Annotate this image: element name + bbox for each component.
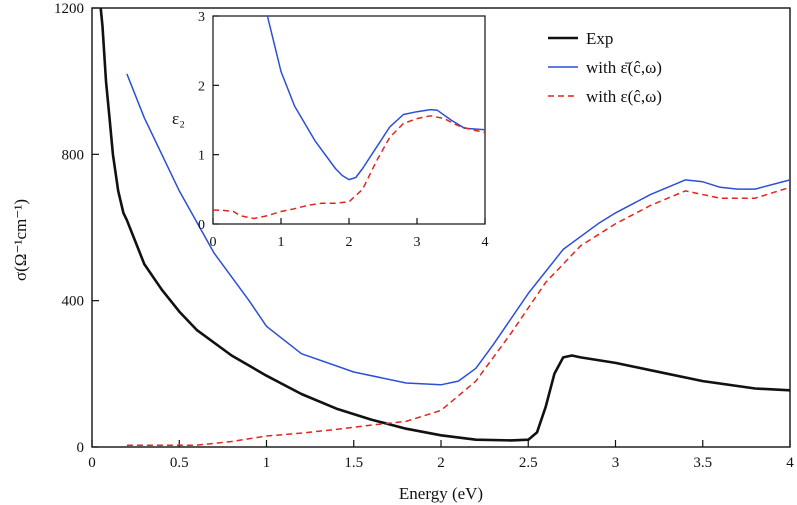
- main-series-1: [126, 73, 791, 386]
- main-y-tick-label: 1200: [54, 1, 84, 17]
- main-x-tick-label: 2: [437, 455, 445, 471]
- main-series-group: [99, 7, 791, 446]
- legend-label-eps-bar: with ε̄(ĉ,ω): [586, 58, 662, 77]
- inset-y-tick-label: 0: [198, 218, 205, 233]
- main-x-tick-label: 4: [786, 455, 794, 471]
- inset-x-tick-label: 4: [482, 235, 489, 250]
- main-x-tick-label: 3.5: [693, 455, 712, 471]
- inset-plot-frame: [212, 15, 486, 225]
- inset-y-tick-label: 2: [198, 79, 205, 94]
- inset-y-axis-title: ε₂: [172, 109, 185, 128]
- inset-y-tick-label: 3: [198, 10, 205, 25]
- main-series-0: [99, 7, 791, 442]
- inset-series-1: [213, 115, 486, 220]
- main-x-tick-label: 0: [88, 455, 96, 471]
- x-axis-title: Energy (eV): [399, 484, 483, 503]
- main-x-tick-label: 1.5: [344, 455, 363, 471]
- legend: Exp with ε̄(ĉ,ω) with ε(ĉ,ω): [548, 29, 662, 106]
- legend-label-exp: Exp: [586, 29, 613, 48]
- inset-x-tick-label: 3: [414, 235, 421, 250]
- y-axis-title: σ(Ω⁻¹cm⁻¹): [11, 199, 30, 281]
- inset-axis-ticks: 0 1 2 3 4 0 1 2 3: [198, 10, 489, 250]
- inset-series-0: [266, 15, 486, 181]
- main-y-tick-label: 400: [62, 294, 85, 310]
- inset-x-tick-label: 2: [346, 235, 353, 250]
- inset-y-tick-label: 1: [198, 149, 205, 164]
- main-x-tick-label: 0.5: [170, 455, 189, 471]
- main-series-2: [126, 186, 791, 446]
- inset-series-group: [213, 15, 486, 220]
- main-y-tick-label: 0: [77, 440, 85, 456]
- main-x-tick-label: 2.5: [519, 455, 538, 471]
- main-x-tick-label: 1: [263, 455, 271, 471]
- main-y-tick-label: 800: [62, 147, 85, 163]
- inset-x-tick-label: 0: [210, 235, 217, 250]
- legend-label-eps: with ε(ĉ,ω): [586, 87, 662, 106]
- inset-x-tick-label: 1: [278, 235, 285, 250]
- main-x-tick-label: 3: [612, 455, 620, 471]
